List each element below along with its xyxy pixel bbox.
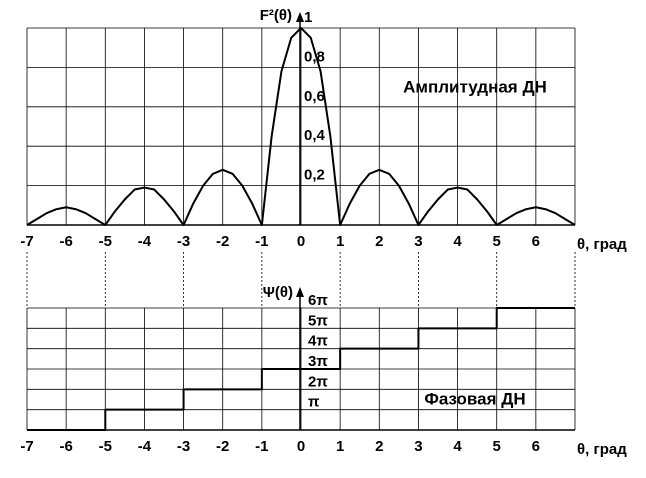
y-axis-label: F²(θ)	[260, 7, 292, 24]
data-line	[26, 27, 576, 226]
x-tick-label: -3	[177, 438, 190, 455]
y-tick-label: 1	[304, 9, 312, 26]
y-tick-label: 0,4	[304, 127, 326, 144]
y-tick-label: 0,8	[304, 48, 325, 65]
x-tick-label: 6	[532, 233, 540, 250]
x-tick-label: -3	[177, 233, 190, 250]
x-tick-label: -7	[20, 438, 33, 455]
x-tick-label: 3	[414, 438, 422, 455]
x-axis-label: θ, град	[577, 441, 627, 458]
y-tick-label: 5π	[308, 312, 328, 329]
x-tick-label: 6	[532, 438, 540, 455]
x-tick-label: -2	[216, 233, 229, 250]
y-tick-label: 4π	[308, 333, 328, 350]
x-tick-label: 4	[453, 233, 462, 250]
annotation: Амплитудная ДН	[403, 77, 547, 96]
y-tick-label: π	[308, 394, 320, 411]
y-tick-label: 3π	[308, 353, 328, 370]
x-tick-label: 0	[297, 438, 305, 455]
x-tick-label: -6	[59, 233, 72, 250]
x-tick-label: -4	[138, 438, 152, 455]
x-tick-label: 5	[493, 233, 501, 250]
x-tick-label: -5	[99, 233, 112, 250]
x-tick-label: -1	[255, 233, 268, 250]
y-axis-arrow	[296, 287, 304, 297]
y-axis-label: Ψ(θ)	[263, 284, 293, 301]
y-tick-label: 6π	[308, 292, 328, 309]
x-tick-label: -2	[216, 438, 229, 455]
x-tick-label: 3	[414, 233, 422, 250]
x-axis-label: θ, град	[577, 236, 627, 253]
annotation: Фазовая ДН	[424, 389, 525, 408]
y-tick-label: 0,2	[304, 167, 325, 184]
y-tick-label: 2π	[308, 373, 328, 390]
x-tick-label: 2	[375, 233, 383, 250]
x-tick-label: 5	[493, 438, 501, 455]
x-tick-label: -6	[59, 438, 72, 455]
y-axis-arrow	[296, 12, 304, 22]
x-tick-label: 1	[336, 233, 344, 250]
x-tick-label: 0	[297, 233, 305, 250]
x-tick-label: 2	[375, 438, 383, 455]
y-tick-label: 0,6	[304, 88, 325, 105]
x-tick-label: -1	[255, 438, 268, 455]
x-tick-label: -7	[20, 233, 33, 250]
data-line	[27, 307, 575, 431]
x-tick-label: -5	[99, 438, 112, 455]
x-tick-label: -4	[138, 233, 152, 250]
x-tick-label: 4	[453, 438, 462, 455]
x-tick-label: 1	[336, 438, 344, 455]
